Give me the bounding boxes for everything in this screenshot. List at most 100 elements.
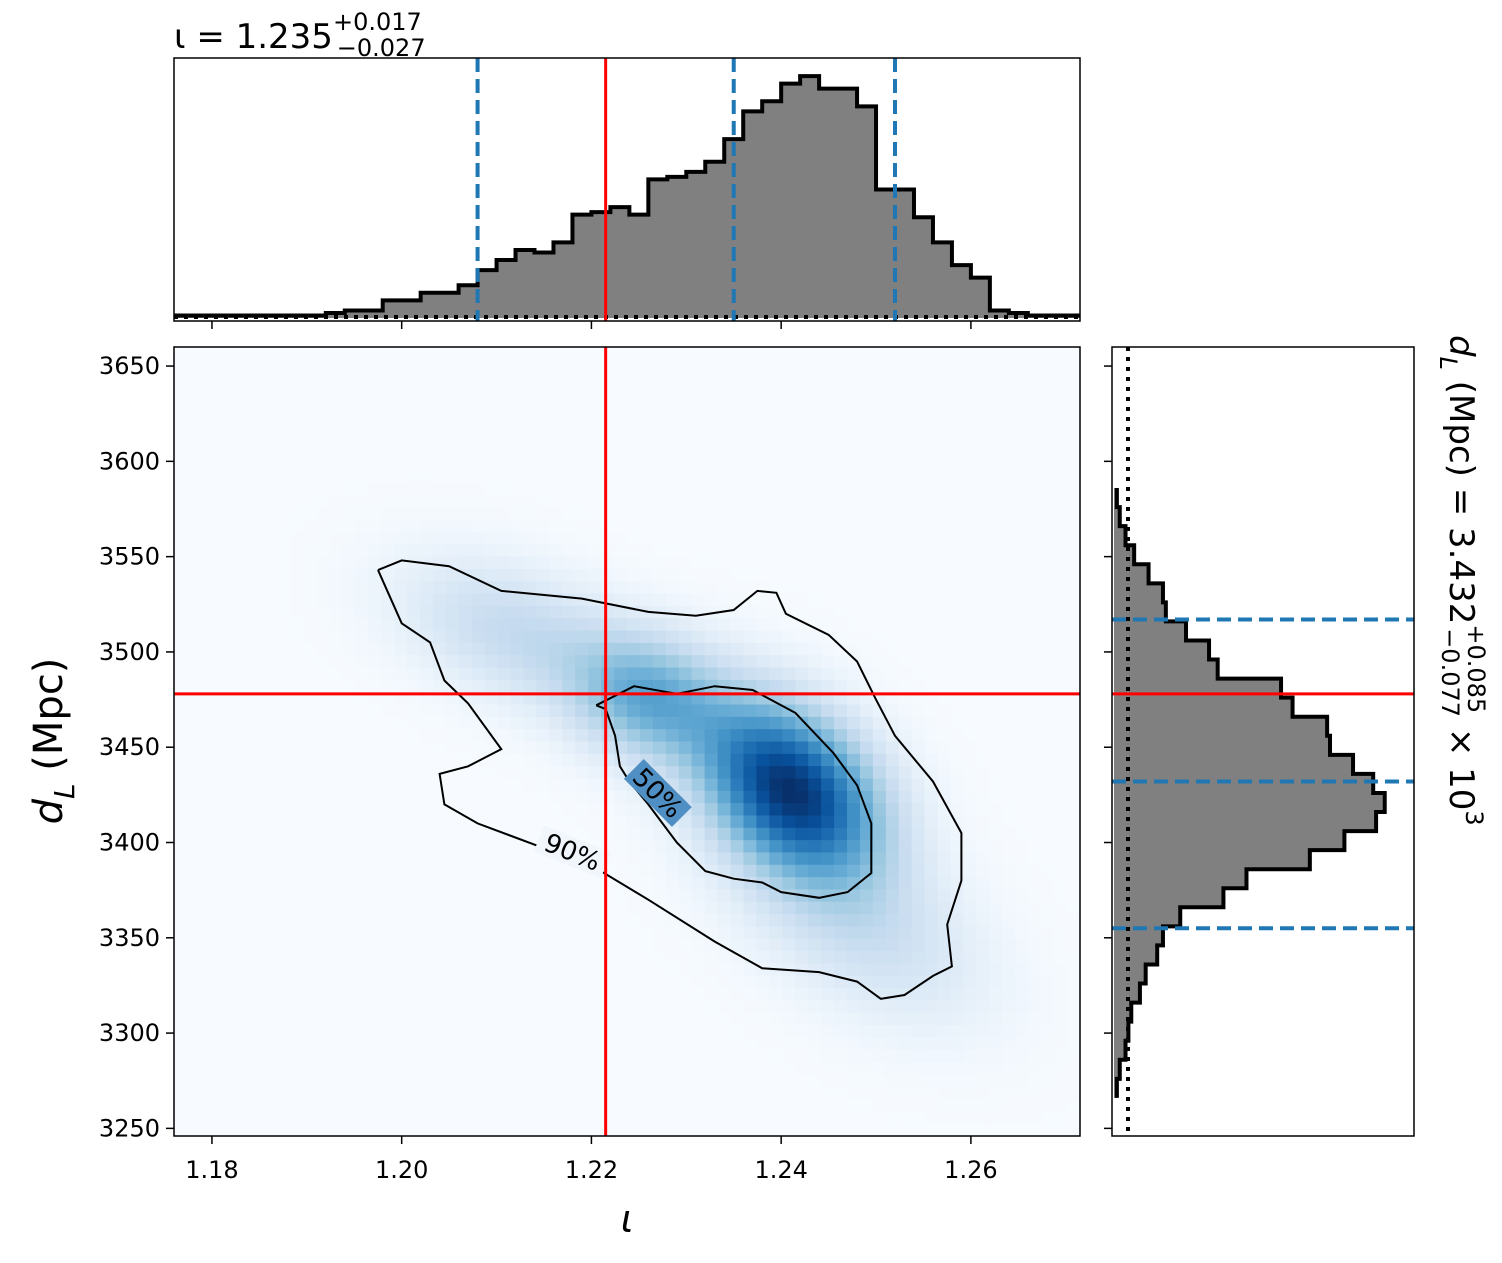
heatmap-cell (730, 618, 745, 632)
heatmap-cell (782, 877, 796, 891)
heatmap-cell (730, 568, 745, 582)
heatmap-cell (303, 605, 317, 619)
heatmap-cell (1002, 408, 1016, 422)
heatmap-cell (730, 642, 745, 656)
heatmap-cell (937, 1074, 952, 1088)
heatmap-cell (368, 556, 382, 570)
heatmap-cell (238, 482, 253, 496)
heatmap-cell (264, 877, 279, 891)
heatmap-cell (329, 778, 343, 792)
heatmap-cell (665, 1099, 680, 1112)
heatmap-cell (536, 1012, 550, 1026)
heatmap-cell (1028, 408, 1042, 422)
heatmap-cell (329, 655, 343, 669)
top-hist-fill (174, 76, 1080, 318)
heatmap-cell (1067, 679, 1080, 693)
heatmap-cell (484, 1012, 499, 1026)
heatmap-cell (769, 383, 783, 397)
heatmap-cell (847, 827, 861, 841)
heatmap-cell (329, 383, 343, 397)
heatmap-cell (471, 359, 486, 373)
heatmap-cell (769, 1012, 783, 1026)
heatmap-cell (355, 1111, 369, 1125)
heatmap-cell (316, 593, 330, 607)
heatmap-cell (174, 815, 188, 829)
heatmap-cell (911, 507, 926, 521)
heatmap-cell (601, 889, 615, 903)
heatmap-cell (963, 1111, 978, 1125)
heatmap-cell (225, 1000, 240, 1014)
heatmap-cell (665, 667, 680, 681)
heatmap-cell (614, 519, 628, 533)
heatmap-cell (652, 519, 667, 533)
heatmap-cell (1015, 803, 1029, 817)
heatmap-cell (652, 840, 667, 854)
heatmap-cell (471, 963, 486, 977)
heatmap-cell (484, 766, 499, 780)
heatmap-cell (588, 741, 602, 755)
heatmap-cell (963, 507, 978, 521)
heatmap-cell (885, 470, 900, 484)
heatmap-cell (1067, 692, 1080, 706)
heatmap-cell (251, 963, 266, 977)
heatmap-cell (898, 531, 913, 545)
heatmap-cell (898, 457, 913, 471)
heatmap-cell (859, 1012, 874, 1026)
heatmap-cell (549, 408, 563, 422)
heatmap-cell (821, 1037, 835, 1051)
heatmap-cell (743, 1074, 758, 1088)
heatmap-cell (989, 938, 1003, 952)
heatmap-cell (976, 692, 990, 706)
heatmap-cell (225, 803, 240, 817)
heatmap-cell (458, 667, 473, 681)
heatmap-cell (562, 519, 576, 533)
heatmap-cell (601, 494, 615, 508)
heatmap-cell (678, 1111, 693, 1125)
heatmap-cell (368, 445, 382, 459)
heatmap-cell (717, 1025, 732, 1038)
heatmap-cell (885, 667, 900, 681)
heatmap-cell (678, 593, 693, 607)
heatmap-cell (394, 544, 408, 558)
heatmap-cell (523, 655, 537, 669)
heatmap-cell (782, 692, 796, 706)
heatmap-cell (432, 433, 447, 447)
heatmap-cell (186, 408, 201, 422)
heatmap-cell (394, 420, 408, 434)
heatmap-cell (614, 951, 628, 965)
heatmap-cell (847, 852, 861, 866)
heatmap-cell (924, 790, 939, 804)
heatmap-cell (911, 803, 926, 817)
heatmap-cell (704, 568, 719, 582)
heatmap-cell (238, 827, 253, 841)
heatmap-cell (536, 1062, 550, 1075)
heatmap-cell (458, 618, 473, 632)
heatmap-cell (859, 1037, 874, 1051)
heatmap-cell (1041, 568, 1055, 582)
heatmap-cell (976, 901, 990, 915)
heatmap-cell (212, 1012, 227, 1026)
heatmap-cell (497, 359, 512, 373)
heatmap-cell (1054, 951, 1068, 965)
heatmap-cell (1028, 420, 1042, 434)
heatmap-cell (847, 864, 861, 878)
heatmap-cell (381, 1123, 395, 1136)
heatmap-cell (562, 494, 576, 508)
heatmap-cell (1015, 568, 1029, 582)
heatmap-cell (601, 420, 615, 434)
heatmap-cell (536, 445, 550, 459)
heatmap-cell (989, 494, 1003, 508)
heatmap-cell (937, 988, 952, 1001)
heatmap-cell (238, 655, 253, 669)
heatmap-cell (989, 457, 1003, 471)
heatmap-cell (989, 963, 1003, 977)
heatmap-cell (225, 729, 240, 743)
heatmap-cell (368, 1111, 382, 1125)
heatmap-cell (652, 963, 667, 977)
heatmap-cell (445, 877, 460, 891)
heatmap-cell (627, 593, 641, 607)
heatmap-cell (303, 433, 317, 447)
heatmap-cell (251, 642, 266, 656)
heatmap-cell (575, 1037, 589, 1051)
heatmap-cell (471, 630, 486, 644)
